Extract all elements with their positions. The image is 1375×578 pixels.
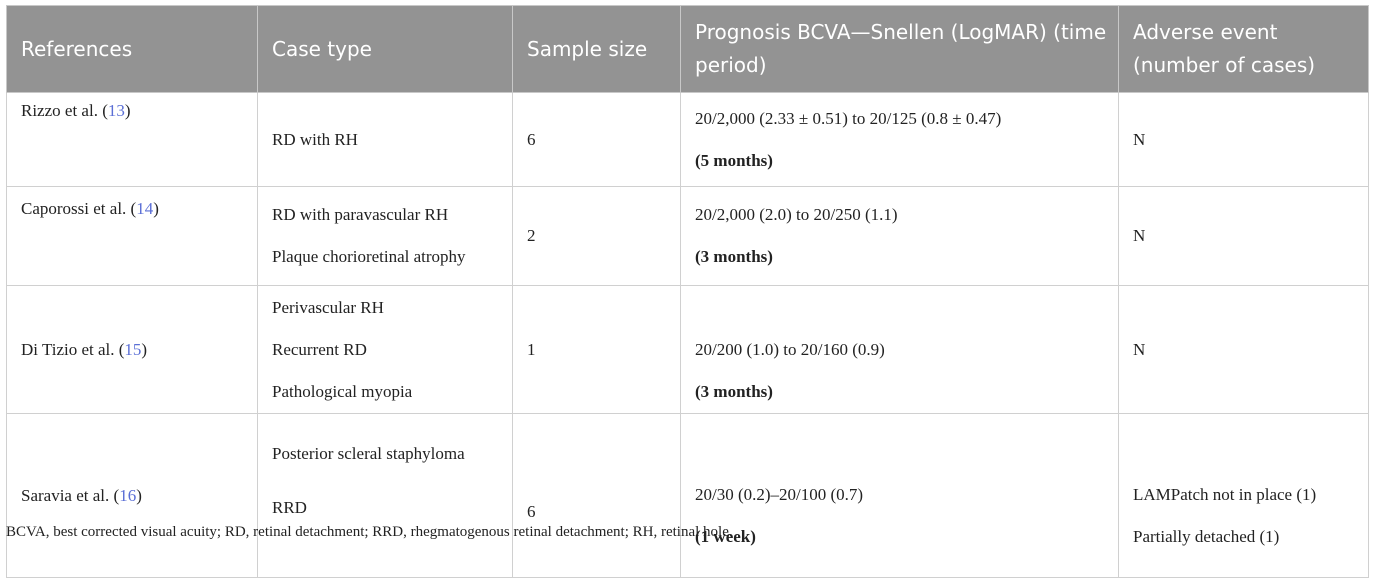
table-row: Di Tizio et al. (15) Perivascular RH Rec… bbox=[6, 285, 1369, 414]
sample-size-cell: 1 bbox=[512, 285, 681, 414]
header-adverse-event: Adverse event (number of cases) bbox=[1118, 5, 1369, 93]
prognosis-cell: 20/2,000 (2.33 ± 0.51) to 20/125 (0.8 ± … bbox=[680, 92, 1119, 187]
table-row: Caporossi et al. (14) RD with paravascul… bbox=[6, 186, 1369, 286]
prognosis-cell: 20/2,000 (2.0) to 20/250 (1.1) (3 months… bbox=[680, 186, 1119, 286]
case-type-line: Perivascular RH bbox=[272, 297, 384, 317]
sample-size-cell: 6 bbox=[512, 92, 681, 187]
sample-size-cell: 6 bbox=[512, 413, 681, 578]
reference-text: Saravia et al. ( bbox=[21, 485, 120, 505]
reference-close: ) bbox=[136, 485, 142, 505]
case-type-cell: Perivascular RH Recurrent RD Pathologica… bbox=[257, 285, 513, 414]
data-table: References Case type Sample size Prognos… bbox=[6, 5, 1369, 578]
reference-close: ) bbox=[141, 339, 148, 359]
table-row: Saravia et al. (16) Posterior scleral st… bbox=[6, 413, 1369, 578]
reference-cell: Caporossi et al. (14) bbox=[6, 186, 258, 286]
adverse-event-line: LAMPatch not in place (1) bbox=[1133, 484, 1317, 504]
table-row: Rizzo et al. (13) RD with RH 6 20/2,000 … bbox=[6, 92, 1369, 187]
case-type-cell: Posterior scleral staphyloma RRD bbox=[257, 413, 513, 578]
reference-close: ) bbox=[124, 101, 131, 120]
case-type-line: RD with RH bbox=[272, 129, 358, 149]
case-type-line: Posterior scleral staphyloma bbox=[272, 443, 465, 463]
time-period: (5 months) bbox=[695, 150, 773, 170]
prognosis-value: 20/30 (0.2)–20/100 (0.7) bbox=[695, 484, 864, 504]
header-row: References Case type Sample size Prognos… bbox=[6, 5, 1369, 93]
prognosis-value: 20/200 (1.0) to 20/160 (0.9) bbox=[695, 339, 885, 359]
case-type-line: RD with paravascular RH bbox=[272, 205, 449, 224]
reference-cell: Di Tizio et al. (15) bbox=[6, 285, 258, 414]
time-period: (3 months) bbox=[695, 247, 773, 266]
reference-text: Caporossi et al. ( bbox=[21, 199, 137, 218]
prognosis-cell: 20/200 (1.0) to 20/160 (0.9) (3 months) bbox=[680, 285, 1119, 414]
reference-text: Di Tizio et al. ( bbox=[21, 339, 125, 359]
header-references: References bbox=[6, 5, 258, 93]
adverse-event-line: Partially detached (1) bbox=[1133, 526, 1280, 546]
prognosis-value: 20/2,000 (2.0) to 20/250 (1.1) bbox=[695, 205, 898, 224]
sample-size-cell: 2 bbox=[512, 186, 681, 286]
citation-link[interactable]: 14 bbox=[136, 199, 154, 218]
case-type-line: Pathological myopia bbox=[272, 381, 413, 401]
adverse-event-cell: LAMPatch not in place (1) Partially deta… bbox=[1118, 413, 1369, 578]
adverse-event-cell: N bbox=[1118, 285, 1369, 414]
citation-link[interactable]: 16 bbox=[119, 485, 137, 505]
header-prognosis: Prognosis BCVA—Snellen (LogMAR) (time pe… bbox=[680, 5, 1119, 93]
time-period: (3 months) bbox=[695, 381, 773, 401]
time-period: (1 week) bbox=[695, 526, 756, 546]
case-type-line: Plaque chorioretinal atrophy bbox=[272, 247, 466, 266]
prognosis-value: 20/2,000 (2.33 ± 0.51) to 20/125 (0.8 ± … bbox=[695, 108, 1002, 128]
citation-link[interactable]: 15 bbox=[124, 339, 142, 359]
reference-cell: Rizzo et al. (13) bbox=[6, 92, 258, 187]
header-case-type: Case type bbox=[257, 5, 513, 93]
header-sample-size: Sample size bbox=[512, 5, 681, 93]
sample-size-value: 6 bbox=[527, 501, 536, 521]
adverse-event-cell: N bbox=[1118, 92, 1369, 187]
reference-cell: Saravia et al. (16) bbox=[6, 413, 258, 578]
case-type-line: Recurrent RD bbox=[272, 339, 367, 359]
table-footnote: BCVA, best corrected visual acuity; RD, … bbox=[6, 524, 733, 540]
case-type-cell: RD with RH bbox=[257, 92, 513, 187]
citation-link[interactable]: 13 bbox=[107, 101, 125, 120]
case-type-cell: RD with paravascular RH Plaque chorioret… bbox=[257, 186, 513, 286]
case-type-line: RRD bbox=[272, 497, 307, 517]
prognosis-cell: 20/30 (0.2)–20/100 (0.7) (1 week) bbox=[680, 413, 1119, 578]
adverse-event-cell: N bbox=[1118, 186, 1369, 286]
reference-close: ) bbox=[153, 199, 159, 218]
reference-text: Rizzo et al. ( bbox=[21, 101, 108, 120]
